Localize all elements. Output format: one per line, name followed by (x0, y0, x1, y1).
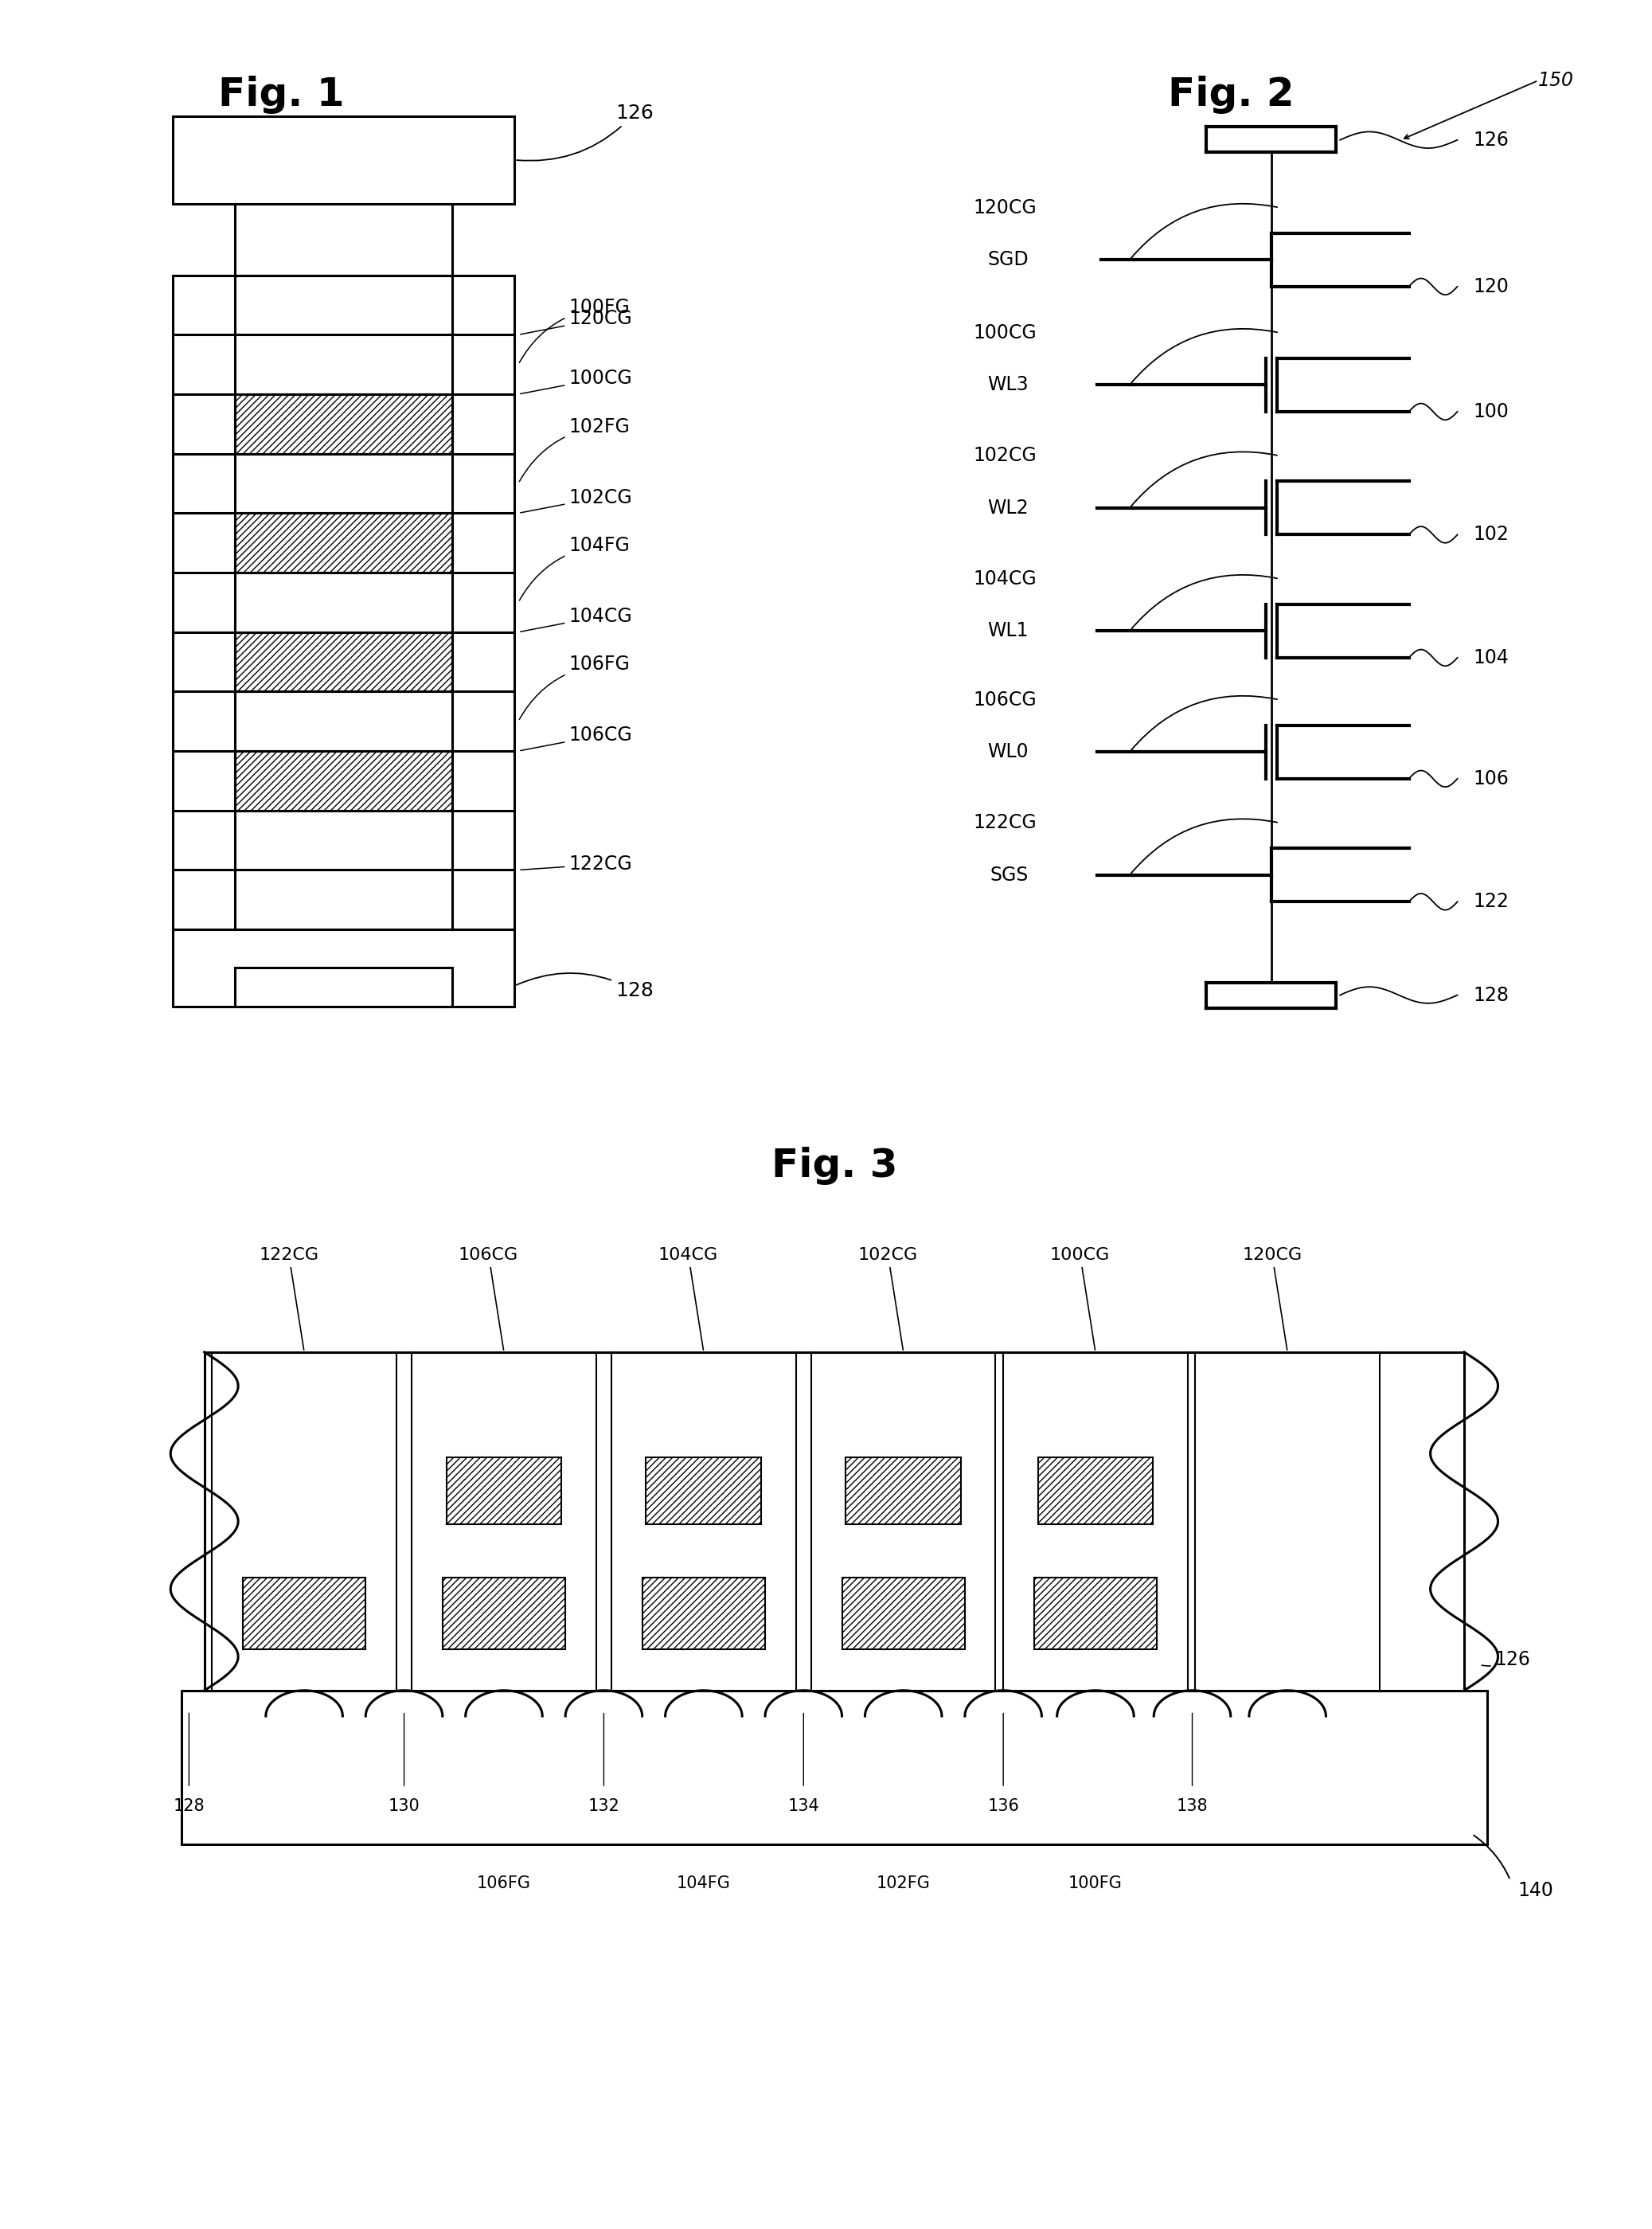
Bar (173, 116, 514, 203)
Text: SGS: SGS (990, 865, 1028, 885)
Text: 102: 102 (1474, 526, 1510, 544)
Bar (1037, 1458, 1153, 1525)
Text: 100FG: 100FG (519, 299, 629, 363)
Bar (646, 1458, 762, 1525)
Text: 122CG: 122CG (520, 856, 633, 874)
Text: Fig. 2: Fig. 2 (1168, 76, 1294, 114)
Text: 100CG: 100CG (973, 323, 1036, 343)
Text: 120CG: 120CG (973, 198, 1036, 216)
Bar (235, 751, 453, 811)
Text: 106FG: 106FG (477, 1875, 530, 1890)
Text: 100CG: 100CG (1051, 1246, 1110, 1351)
Text: 120CG: 120CG (1242, 1246, 1302, 1351)
Text: 106CG: 106CG (973, 691, 1036, 709)
Text: 104CG: 104CG (520, 606, 633, 631)
Bar (235, 395, 453, 455)
Text: 136: 136 (988, 1799, 1019, 1814)
Text: 128: 128 (173, 1799, 205, 1814)
Text: 104: 104 (1474, 649, 1510, 666)
Text: 100: 100 (1474, 401, 1510, 421)
Text: 106: 106 (1474, 769, 1510, 789)
Text: 120CG: 120CG (520, 310, 633, 334)
Bar (1196, 1353, 1379, 1690)
Bar (173, 929, 514, 1005)
Text: WL3: WL3 (988, 374, 1028, 395)
Text: Fig. 1: Fig. 1 (218, 76, 345, 114)
Text: 130: 130 (388, 1799, 420, 1814)
Text: 102CG: 102CG (973, 446, 1036, 466)
Text: Fig. 3: Fig. 3 (771, 1148, 897, 1186)
Bar (1003, 1353, 1188, 1690)
Bar (643, 1578, 765, 1649)
Text: WL1: WL1 (988, 622, 1028, 640)
Bar (235, 633, 453, 691)
Bar (235, 203, 453, 276)
Text: 102CG: 102CG (520, 488, 633, 513)
Text: 128: 128 (1474, 985, 1510, 1005)
Bar (443, 1578, 565, 1649)
Bar (182, 1690, 1487, 1843)
Text: 126: 126 (1474, 129, 1510, 149)
Bar (235, 513, 453, 573)
Text: WL2: WL2 (988, 499, 1028, 517)
Text: SGD: SGD (988, 250, 1028, 270)
Bar (1034, 1578, 1156, 1649)
Text: 106FG: 106FG (519, 655, 629, 720)
Text: 140: 140 (1518, 1881, 1553, 1899)
Text: 126: 126 (517, 105, 654, 160)
Bar (446, 1458, 562, 1525)
Text: 122CG: 122CG (259, 1246, 319, 1351)
Text: 106CG: 106CG (520, 727, 633, 751)
Text: 122: 122 (1474, 892, 1510, 912)
Text: 134: 134 (788, 1799, 819, 1814)
Text: 120: 120 (1474, 276, 1510, 296)
Bar (205, 1353, 1464, 1690)
Text: 100FG: 100FG (1069, 1875, 1122, 1890)
Text: 104CG: 104CG (973, 568, 1036, 588)
Text: 106CG: 106CG (459, 1246, 519, 1351)
Text: 138: 138 (1176, 1799, 1208, 1814)
Bar (811, 1353, 996, 1690)
Bar (843, 1578, 965, 1649)
Text: 128: 128 (517, 974, 654, 1001)
Bar (611, 1353, 796, 1690)
Text: 132: 132 (588, 1799, 620, 1814)
Text: 104FG: 104FG (677, 1875, 730, 1890)
Bar (243, 1578, 365, 1649)
Text: 104FG: 104FG (519, 535, 629, 600)
Text: 102CG: 102CG (857, 1246, 919, 1351)
Text: WL0: WL0 (988, 742, 1028, 762)
Bar (846, 1458, 961, 1525)
Text: 150: 150 (1538, 71, 1574, 89)
Text: 126: 126 (1482, 1649, 1531, 1670)
Text: 104CG: 104CG (659, 1246, 719, 1351)
Bar (411, 1353, 596, 1690)
Text: 100CG: 100CG (520, 368, 633, 395)
Text: 102FG: 102FG (519, 417, 629, 481)
Bar (211, 1353, 396, 1690)
Text: 102FG: 102FG (876, 1875, 930, 1890)
Bar (235, 967, 453, 1005)
Text: 122CG: 122CG (973, 814, 1036, 831)
